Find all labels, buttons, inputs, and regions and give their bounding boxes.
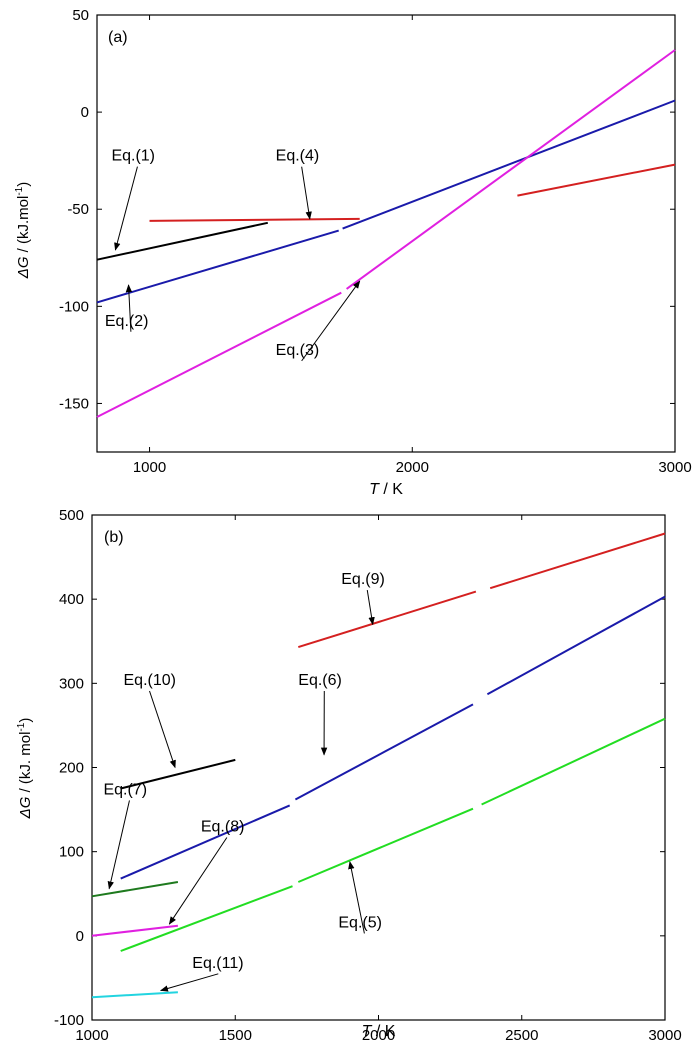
series-line-1 xyxy=(489,532,666,590)
annotation-label: Eq.(2) xyxy=(105,313,149,330)
x-axis-label-symbol: T xyxy=(362,1023,373,1040)
plot-frame xyxy=(91,514,666,1021)
y-tick-label: 200 xyxy=(59,760,84,777)
annotation-label: Eq.(3) xyxy=(276,342,320,359)
x-tick-label: 1000 xyxy=(75,1027,108,1040)
annotation-arrow xyxy=(125,284,133,332)
y-tick-label: -50 xyxy=(67,201,89,218)
x-tick-label: 2000 xyxy=(362,1027,395,1040)
y-axis-label-unit: / (kJ.mol xyxy=(15,196,32,257)
series-line-3 xyxy=(120,758,236,790)
y-tick-label: 50 xyxy=(72,7,89,24)
y-axis-label: ΔG / (kJ. mol-1) xyxy=(16,718,34,820)
series-line-3 xyxy=(342,99,676,230)
x-axis-label: T / K xyxy=(369,481,403,498)
series-line-1 xyxy=(96,221,269,261)
y-tick-label: -100 xyxy=(54,1012,84,1029)
x-tick-label: 1500 xyxy=(219,1027,252,1040)
x-axis-label: T / K xyxy=(362,1023,396,1040)
y-tick-label: 0 xyxy=(81,104,89,121)
y-axis-label-symbol: ΔG xyxy=(15,256,32,279)
y-tick-label: 500 xyxy=(59,507,84,524)
chart-panel-b: 1000 1500 2000 2500 30005004003002001000-100… xyxy=(16,507,682,1040)
annotation-label: Eq.(1) xyxy=(111,148,155,165)
y-axis-label-close: ) xyxy=(15,182,32,187)
x-axis-label-unit: / K xyxy=(379,481,403,498)
series-line-7 xyxy=(91,991,178,999)
y-axis-label-close: ) xyxy=(17,718,34,723)
x-axis-label-symbol: T xyxy=(369,481,380,498)
x-tick-label: 3000 xyxy=(658,459,691,476)
annotation-arrow xyxy=(366,589,375,626)
x-tick-label: 2000 xyxy=(396,459,429,476)
series-line-4 xyxy=(96,291,342,418)
annotation-arrow xyxy=(159,973,219,992)
y-tick-label: 400 xyxy=(59,591,84,608)
series-line-2 xyxy=(486,595,666,696)
x-tick-label: 2500 xyxy=(505,1027,538,1040)
series-line-6 xyxy=(481,717,666,806)
y-axis-label-unit: / (kJ. mol xyxy=(17,732,34,797)
y-axis-label-symbol: ΔG xyxy=(17,796,34,819)
annotation-label: Eq.(4) xyxy=(276,148,320,165)
annotation-arrow xyxy=(301,166,312,220)
annotation-label: Eq.(8) xyxy=(201,818,245,835)
y-tick-label: 100 xyxy=(59,844,84,861)
annotation-label: Eq.(6) xyxy=(298,672,342,689)
y-axis-label-superscript: -1 xyxy=(14,186,25,195)
annotation-label: Eq.(9) xyxy=(341,571,385,588)
series-line-5 xyxy=(91,924,179,937)
annotation-arrow xyxy=(168,837,228,925)
y-tick-label: 0 xyxy=(76,928,84,945)
annotation-arrow xyxy=(301,280,361,362)
annotation-arrow xyxy=(149,690,176,769)
panel-label: (a) xyxy=(108,29,128,46)
annotation-arrow xyxy=(107,800,130,890)
plot-frame xyxy=(96,14,676,453)
y-tick-label: 300 xyxy=(59,675,84,692)
annotation-label: Eq.(10) xyxy=(124,672,176,689)
annotation-arrow xyxy=(348,860,365,934)
chart-panel-a: 1000 2000 3000 50 0 -50 -100 -150 T / K ΔG / (kJ.… xyxy=(14,7,692,498)
series-line-3 xyxy=(96,229,339,304)
annotation-label: Eq.(5) xyxy=(338,914,382,931)
x-tick-label: 3000 xyxy=(648,1027,681,1040)
y-axis-label: ΔG / (kJ.mol-1) xyxy=(14,182,32,279)
series-line-2 xyxy=(517,163,676,197)
panel-label: (b) xyxy=(104,529,124,546)
series-line-2 xyxy=(294,703,474,801)
y-axis-label-superscript: -1 xyxy=(16,722,27,731)
series-line-1 xyxy=(298,590,477,649)
series-line-4 xyxy=(346,49,676,290)
annotation-label: Eq.(11) xyxy=(192,955,243,972)
annotation-arrow xyxy=(114,166,138,251)
y-tick-label: -150 xyxy=(59,395,89,412)
x-tick-label: 1000 xyxy=(133,459,166,476)
annotation-label: Eq.(7) xyxy=(103,781,147,798)
series-line-2 xyxy=(120,804,291,880)
series-line-6 xyxy=(120,885,293,952)
series-line-4 xyxy=(91,881,179,898)
x-axis-label-unit: / K xyxy=(371,1023,395,1040)
y-tick-label: -100 xyxy=(59,298,89,315)
series-line-2 xyxy=(149,217,360,222)
series-line-6 xyxy=(297,807,474,883)
